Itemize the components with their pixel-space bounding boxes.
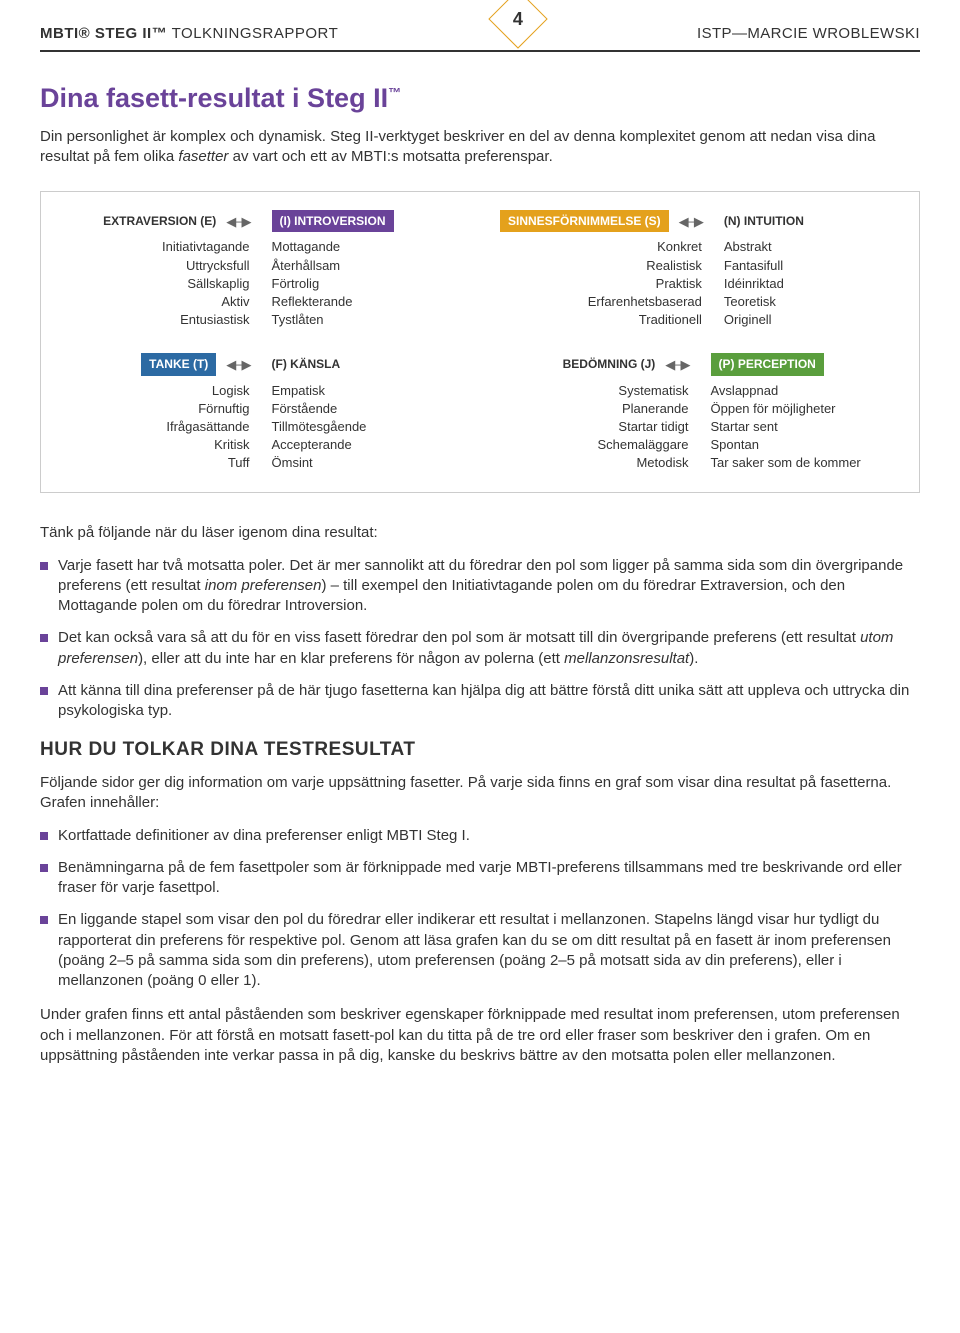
- facet-col-right: (P) PERCEPTION AvslappnadÖppen för möjlig…: [711, 353, 900, 472]
- bullet-item: Det kan också vara så att du för en viss…: [40, 628, 920, 669]
- arrow-icon: ◀─▶: [665, 356, 688, 374]
- facet-item: Spontan: [711, 436, 900, 454]
- bullet-item: Att känna till dina preferenser på de hä…: [40, 681, 920, 722]
- arrow-icon: ◀─▶: [226, 356, 249, 374]
- section-heading: HUR DU TOLKAR DINA TESTRESULTAT: [40, 737, 920, 763]
- facet-item: Empatisk: [272, 382, 461, 400]
- facet-item: Praktisk: [500, 275, 702, 293]
- header-bold: MBTI® STEG II™: [40, 25, 167, 42]
- page-title: Dina fasett-resultat i Steg II™: [40, 80, 920, 116]
- facet-item: Kritisk: [61, 436, 250, 454]
- facet-col-right: (N) INTUITION AbstraktFantasifullIdéinrik…: [724, 210, 899, 329]
- facet-item: Återhållsam: [272, 257, 461, 275]
- intro-text: Din personlighet är komplex och dynamisk…: [40, 127, 920, 168]
- facet-row-2: TANKE (T) ◀─▶ LogiskFörnuftigIfrågasättand…: [61, 353, 899, 472]
- facet-item: Initiativtagande: [61, 238, 250, 256]
- bullet-item: Benämningarna på de fem fasettpoler som …: [40, 858, 920, 899]
- facet-item: Abstrakt: [724, 238, 899, 256]
- facet-col-left: EXTRAVERSION (E) ◀─▶ InitiativtagandeUttry…: [61, 210, 250, 329]
- facet-item: Erfarenhetsbaserad: [500, 293, 702, 311]
- facet-item: Traditionell: [500, 311, 702, 329]
- facet-item: Reflekterande: [272, 293, 461, 311]
- facet-item: Originell: [724, 311, 899, 329]
- facet-label: BEDÖMNING (J): [563, 353, 656, 375]
- facet-col-left: BEDÖMNING (J) ◀─▶ SystematiskPlanerandeSta…: [500, 353, 689, 472]
- arrow-icon: ◀─▶: [679, 213, 702, 231]
- facet-pair-ei: EXTRAVERSION (E) ◀─▶ InitiativtagandeUttry…: [61, 210, 460, 329]
- facet-item: Realistisk: [500, 257, 702, 275]
- facet-col-left: TANKE (T) ◀─▶ LogiskFörnuftigIfrågasättand…: [61, 353, 250, 472]
- facet-pair-jp: BEDÖMNING (J)◀─▶SystematiskPlanerandeSta…: [500, 353, 899, 472]
- facet-pair-tf: TANKE (T) ◀─▶ LogiskFörnuftigIfrågasättand…: [61, 353, 460, 472]
- facet-item: Uttrycksfull: [61, 257, 250, 275]
- body-text: Tänk på följande när du läser igenom din…: [40, 523, 920, 1066]
- facet-item: Mottagande: [272, 238, 461, 256]
- section-para: Följande sidor ger dig information om va…: [40, 773, 920, 814]
- facet-item: Förstående: [272, 400, 461, 418]
- facet-item: Tystlåten: [272, 311, 461, 329]
- facet-item: Förnuftig: [61, 400, 250, 418]
- bullet-list-1: Varje fasett har två motsatta poler. Det…: [40, 556, 920, 722]
- facet-label: (I) INTROVERSION: [272, 210, 394, 232]
- facet-label: TANKE (T): [141, 353, 216, 375]
- facet-item: Planerande: [500, 400, 689, 418]
- facet-label: (F) KÄNSLA: [272, 353, 341, 375]
- facet-label: SINNESFÖRNIMMELSE (S): [500, 210, 669, 232]
- header-light: TOLKNINGSRAPPORT: [167, 25, 338, 42]
- facet-col-left: SINNESFÖRNIMMELSE (S) ◀─▶ KonkretRealistis…: [500, 210, 702, 329]
- facet-item: Teoretisk: [724, 293, 899, 311]
- lead-in: Tänk på följande när du läser igenom din…: [40, 523, 920, 543]
- facet-item: Tillmötesgående: [272, 418, 461, 436]
- page-number: 4: [513, 7, 523, 31]
- header-left: MBTI® STEG II™ TOLKNINGSRAPPORT: [40, 24, 338, 44]
- facet-item: Sällskaplig: [61, 275, 250, 293]
- facet-row-1: EXTRAVERSION (E) ◀─▶ InitiativtagandeUttry…: [61, 210, 899, 329]
- bullet-list-2: Kortfattade definitioner av dina prefere…: [40, 826, 920, 992]
- facet-item: Öppen för möjligheter: [711, 400, 900, 418]
- facet-item: Fantasifull: [724, 257, 899, 275]
- facet-label: EXTRAVERSION (E): [103, 210, 216, 232]
- facet-item: Avslappnad: [711, 382, 900, 400]
- facet-item: Schemaläggare: [500, 436, 689, 454]
- facet-item: Logisk: [61, 382, 250, 400]
- bullet-item: En liggande stapel som visar den pol du …: [40, 910, 920, 991]
- facet-item: Startar tidigt: [500, 418, 689, 436]
- facet-item: Tar saker som de kommer: [711, 454, 900, 472]
- facet-item: Accepterande: [272, 436, 461, 454]
- facet-item: Konkret: [500, 238, 702, 256]
- page-number-badge: 4: [488, 0, 547, 49]
- facet-item: Systematisk: [500, 382, 689, 400]
- facet-item: Metodisk: [500, 454, 689, 472]
- facet-item: Ifrågasättande: [61, 418, 250, 436]
- facet-col-right: (F) KÄNSLA EmpatiskFörståendeTillmötesgåe…: [272, 353, 461, 472]
- facet-label: (N) INTUITION: [724, 210, 804, 232]
- facet-item: Förtrolig: [272, 275, 461, 293]
- bullet-item: Varje fasett har två motsatta poler. Det…: [40, 556, 920, 617]
- facet-item: Aktiv: [61, 293, 250, 311]
- facet-box: EXTRAVERSION (E) ◀─▶ InitiativtagandeUttry…: [40, 191, 920, 493]
- facet-item: Tuff: [61, 454, 250, 472]
- facet-item: Idéinriktad: [724, 275, 899, 293]
- arrow-icon: ◀─▶: [226, 213, 249, 231]
- facet-col-right: (I) INTROVERSION MottagandeÅterhållsamFör…: [272, 210, 461, 329]
- bullet-item: Kortfattade definitioner av dina prefere…: [40, 826, 920, 846]
- header-right: ISTP—MARCIE WROBLEWSKI: [697, 24, 920, 44]
- facet-item: Ömsint: [272, 454, 461, 472]
- facet-item: Startar sent: [711, 418, 900, 436]
- closing-para: Under grafen finns ett antal påståenden …: [40, 1005, 920, 1066]
- facet-pair-sn: SINNESFÖRNIMMELSE (S) ◀─▶ KonkretRealistis…: [500, 210, 899, 329]
- header: MBTI® STEG II™ TOLKNINGSRAPPORT 4 ISTP—M…: [40, 24, 920, 52]
- facet-item: Entusiastisk: [61, 311, 250, 329]
- facet-label: (P) PERCEPTION: [711, 353, 824, 375]
